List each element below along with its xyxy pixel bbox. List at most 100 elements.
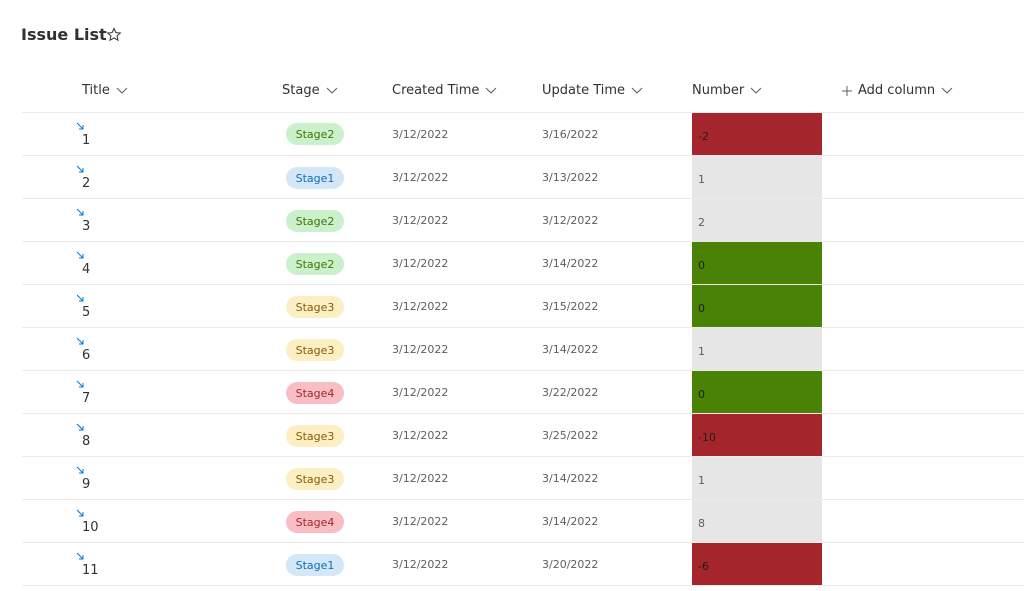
column-header[interactable]: Created Time	[392, 83, 497, 98]
number-cell: 2	[692, 199, 822, 241]
created-cell: 3/12/2022	[392, 514, 449, 528]
stage-pill: Stage3	[286, 296, 344, 318]
new-item-icon	[76, 337, 84, 345]
title-cell: 1	[76, 113, 90, 161]
new-item-icon	[76, 122, 84, 130]
title-cell: 6	[76, 328, 90, 376]
new-item-icon	[76, 208, 84, 216]
new-item-icon	[76, 251, 84, 259]
chevron	[750, 87, 762, 94]
stage-cell: Stage2	[286, 113, 344, 155]
stage-pill: Stage4	[286, 511, 344, 533]
add-column[interactable]: Add column	[842, 83, 953, 98]
title-cell: 3	[76, 199, 90, 247]
column-header[interactable]: Update Time	[542, 83, 643, 98]
stage-cell: Stage3	[286, 328, 344, 370]
chevron	[326, 87, 337, 94]
title-text[interactable]: 7	[82, 390, 91, 406]
column-header-label: Number	[692, 83, 745, 98]
column-header-label: Stage	[282, 83, 320, 98]
title-text[interactable]: 9	[82, 476, 91, 492]
title-cell: 2	[76, 156, 90, 204]
title-text[interactable]: 3	[82, 218, 91, 234]
updated-cell: 3/15/2022	[542, 299, 599, 313]
updated-cell: 3/20/2022	[542, 557, 599, 571]
list-row[interactable]: 6 Stage3 3/12/2022 3/14/2022 1	[22, 328, 1024, 371]
list-row[interactable]: 8 Stage3 3/12/2022 3/25/2022 -10	[22, 414, 1024, 457]
title-text[interactable]: 11	[82, 562, 99, 578]
header-divider	[22, 112, 1024, 113]
title-text[interactable]: 10	[82, 519, 99, 535]
list-row[interactable]: 1 Stage2 3/12/2022 3/16/2022 -2	[22, 113, 1024, 156]
stage-cell: Stage3	[286, 285, 344, 327]
chevron	[941, 87, 953, 94]
number-cell: -2	[692, 113, 822, 155]
list-title: Issue List	[21, 25, 107, 44]
stage-pill: Stage3	[286, 468, 344, 490]
number-cell: 1	[692, 156, 822, 198]
title-cell: 4	[76, 242, 90, 290]
created-cell: 3/12/2022	[392, 428, 449, 442]
created-cell: 3/12/2022	[392, 557, 449, 571]
stage-pill: Stage2	[286, 210, 344, 232]
list-row[interactable]: 10 Stage4 3/12/2022 3/14/2022 8	[22, 500, 1024, 543]
updated-cell: 3/12/2022	[542, 213, 599, 227]
stage-pill: Stage1	[286, 554, 344, 576]
title-cell: 11	[76, 543, 99, 591]
stage-cell: Stage2	[286, 242, 344, 284]
column-header[interactable]: Number	[692, 83, 762, 98]
number-cell: 8	[692, 500, 822, 542]
created-cell: 3/12/2022	[392, 342, 449, 356]
list-row[interactable]: 5 Stage3 3/12/2022 3/15/2022 0	[22, 285, 1024, 328]
title-text[interactable]: 5	[82, 304, 91, 320]
column-header-label: Update Time	[542, 83, 626, 98]
new-item-icon	[76, 423, 84, 431]
title-text[interactable]: 2	[82, 175, 91, 191]
number-cell: 0	[692, 242, 822, 284]
title-text[interactable]: 1	[82, 132, 91, 148]
created-cell: 3/12/2022	[392, 170, 449, 184]
column-header[interactable]: Stage	[282, 83, 338, 98]
stage-cell: Stage3	[286, 414, 344, 456]
new-item-icon	[76, 165, 84, 173]
created-cell: 3/12/2022	[392, 256, 449, 270]
number-cell: -6	[692, 543, 822, 585]
number-cell: 1	[692, 328, 822, 370]
list-row[interactable]: 9 Stage3 3/12/2022 3/14/2022 1	[22, 457, 1024, 500]
updated-cell: 3/14/2022	[542, 471, 599, 485]
column-header-label: Created Time	[392, 83, 480, 98]
list-row[interactable]: 2 Stage1 3/12/2022 3/13/2022 1	[22, 156, 1024, 199]
list-row[interactable]: 7 Stage4 3/12/2022 3/22/2022 0	[22, 371, 1024, 414]
updated-cell: 3/14/2022	[542, 342, 599, 356]
created-cell: 3/12/2022	[392, 213, 449, 227]
updated-cell: 3/14/2022	[542, 514, 599, 528]
column-header[interactable]: Title	[82, 83, 128, 98]
column-header-label: Title	[82, 83, 110, 98]
list-row[interactable]: 3 Stage2 3/12/2022 3/12/2022 2	[22, 199, 1024, 242]
stage-pill: Stage3	[286, 339, 344, 361]
number-cell: 0	[692, 285, 822, 327]
updated-cell: 3/25/2022	[542, 428, 599, 442]
stage-cell: Stage4	[286, 371, 344, 413]
stage-pill: Stage2	[286, 253, 344, 275]
title-text[interactable]: 4	[82, 261, 91, 277]
title-cell: 10	[76, 500, 99, 548]
created-cell: 3/12/2022	[392, 471, 449, 485]
title-text[interactable]: 8	[82, 433, 91, 449]
stage-pill: Stage4	[286, 382, 344, 404]
created-cell: 3/12/2022	[392, 299, 449, 313]
stage-pill: Stage3	[286, 425, 344, 447]
number-cell: 1	[692, 457, 822, 499]
chevron	[116, 87, 128, 94]
stage-pill: Stage2	[286, 123, 344, 145]
number-cell: -10	[692, 414, 822, 456]
list-row[interactable]: 4 Stage2 3/12/2022 3/14/2022 0	[22, 242, 1024, 285]
created-cell: 3/12/2022	[392, 127, 449, 141]
favorite-star[interactable]	[106, 27, 122, 43]
stage-cell: Stage1	[286, 156, 344, 198]
stage-cell: Stage2	[286, 199, 344, 241]
list-row[interactable]: 11 Stage1 3/12/2022 3/20/2022 -6	[22, 543, 1024, 586]
title-cell: 5	[76, 285, 90, 333]
new-item-icon	[76, 509, 84, 517]
title-text[interactable]: 6	[82, 347, 91, 363]
